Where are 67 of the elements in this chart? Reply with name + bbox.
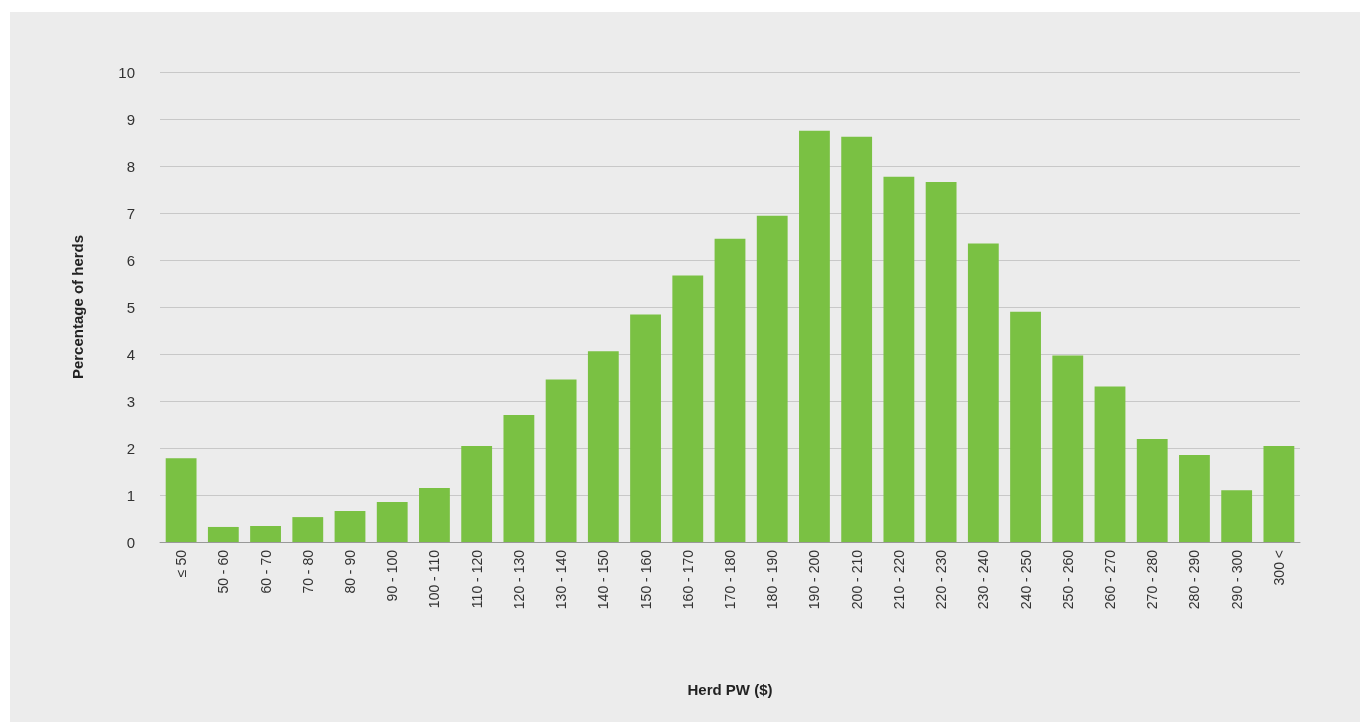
x-tick-label: 60 - 70: [257, 549, 274, 594]
y-tick-label: 1: [126, 486, 135, 504]
x-tick-label: 260 - 270: [1102, 549, 1118, 610]
x-tick-label: 280 - 290: [1186, 549, 1203, 610]
bar: [756, 215, 788, 542]
y-tick-label: 3: [126, 392, 135, 410]
x-tick-label: 230 - 240: [975, 549, 992, 610]
x-tick-label: 110 - 120: [468, 549, 485, 609]
bar: [334, 510, 366, 542]
x-tick-label: 290 - 300: [1228, 549, 1245, 610]
bar: [503, 415, 535, 542]
bar: [630, 314, 661, 542]
x-tick-label: 210 - 220: [890, 549, 907, 610]
y-tick-label: 5: [126, 298, 135, 316]
bar: [1010, 311, 1041, 542]
x-tick-label: 200 - 210: [848, 549, 865, 610]
bar: [672, 275, 704, 542]
x-tick-label: 190 - 200: [806, 549, 823, 610]
bar: [207, 526, 239, 542]
y-tick-label: 8: [126, 157, 135, 175]
bar: [376, 502, 408, 542]
y-tick-label: 9: [126, 110, 135, 128]
bar: [1094, 386, 1126, 542]
y-tick-label: 0: [126, 533, 135, 551]
bar: [1179, 455, 1210, 542]
x-tick-label: 130 - 140: [553, 549, 570, 610]
x-tick-label: 270 - 280: [1144, 549, 1161, 610]
bar: [545, 379, 577, 542]
bar: [461, 446, 493, 542]
x-tick-label: 80 - 90: [342, 549, 358, 594]
x-tick-label: 100 - 110: [426, 549, 443, 609]
y-tick-label: 7: [126, 204, 135, 222]
x-tick-label: 140 - 150: [595, 549, 612, 610]
bar: [1052, 355, 1084, 542]
bar: [1221, 490, 1253, 542]
bar: [419, 487, 450, 542]
bar: [841, 136, 873, 542]
x-tick-label: 180 - 190: [764, 549, 781, 610]
bar: [1263, 446, 1295, 542]
bar: [925, 181, 957, 542]
bar: [165, 458, 197, 542]
bar: [292, 517, 324, 542]
x-tick-label: 250 - 260: [1059, 549, 1076, 610]
y-tick-label: 10: [118, 63, 135, 81]
x-tick-label: 50 - 60: [215, 549, 232, 594]
x-tick-label: 150 - 160: [637, 549, 654, 610]
x-tick-label: 160 - 170: [679, 549, 696, 610]
bar: [967, 243, 999, 542]
bar: [883, 176, 915, 542]
x-axis-title: Herd PW ($): [687, 681, 773, 698]
bar: [714, 238, 746, 542]
x-tick-label: 240 - 250: [1017, 549, 1034, 610]
bar: [799, 130, 830, 542]
x-tick-label: 220 - 230: [933, 549, 950, 610]
y-tick-label: 2: [126, 439, 135, 457]
x-tick-label: 90 - 100: [384, 549, 401, 602]
y-axis-title: Percentage of herds: [69, 234, 86, 380]
x-tick-label: 120 - 130: [510, 549, 527, 610]
bar: [587, 351, 619, 542]
y-tick-label: 4: [126, 345, 135, 363]
x-tick-label: ≤ 50: [173, 549, 190, 578]
x-tick-label: 300 <: [1270, 550, 1287, 586]
bar: [1136, 439, 1168, 542]
x-tick-label: 70 - 80: [299, 549, 316, 594]
x-tick-label: 170 - 180: [722, 549, 738, 610]
y-tick-label: 6: [126, 251, 135, 269]
bar: [250, 526, 281, 542]
